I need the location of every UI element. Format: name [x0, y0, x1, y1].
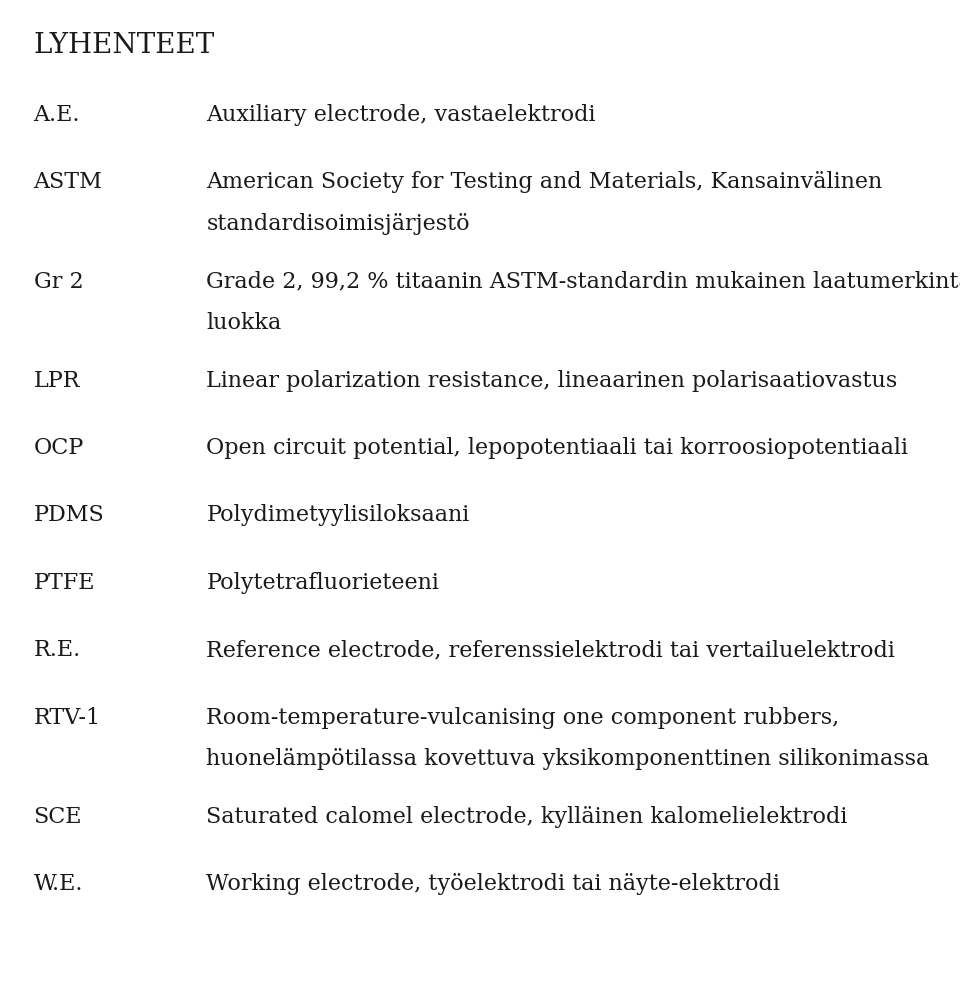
Text: PDMS: PDMS — [34, 504, 105, 526]
Text: PTFE: PTFE — [34, 572, 95, 594]
Text: W.E.: W.E. — [34, 873, 84, 895]
Text: A.E.: A.E. — [34, 104, 80, 126]
Text: OCP: OCP — [34, 437, 84, 459]
Text: Saturated calomel electrode, kylläinen kalomelielektrodi: Saturated calomel electrode, kylläinen k… — [206, 806, 848, 827]
Text: LYHENTEET: LYHENTEET — [34, 32, 215, 58]
Text: Reference electrode, referenssielektrodi tai vertailuelektrodi: Reference electrode, referenssielektrodi… — [206, 639, 896, 661]
Text: Open circuit potential, lepopotentiaali tai korroosiopotentiaali: Open circuit potential, lepopotentiaali … — [206, 437, 908, 459]
Text: Linear polarization resistance, lineaarinen polarisaatiovastus: Linear polarization resistance, lineaari… — [206, 370, 898, 391]
Text: Auxiliary electrode, vastaelektrodi: Auxiliary electrode, vastaelektrodi — [206, 104, 596, 126]
Text: huonelämpötilassa kovettuva yksikomponenttinen silikonimassa: huonelämpötilassa kovettuva yksikomponen… — [206, 748, 929, 770]
Text: R.E.: R.E. — [34, 639, 81, 661]
Text: Polytetrafluorieteeni: Polytetrafluorieteeni — [206, 572, 440, 594]
Text: standardisoimisjärjestö: standardisoimisjärjestö — [206, 213, 470, 235]
Text: Polydimetyylisiloksaani: Polydimetyylisiloksaani — [206, 504, 469, 526]
Text: RTV-1: RTV-1 — [34, 707, 101, 728]
Text: Working electrode, työelektrodi tai näyte-elektrodi: Working electrode, työelektrodi tai näyt… — [206, 873, 780, 895]
Text: American Society for Testing and Materials, Kansainvälinen: American Society for Testing and Materia… — [206, 171, 882, 193]
Text: LPR: LPR — [34, 370, 80, 391]
Text: SCE: SCE — [34, 806, 83, 827]
Text: ASTM: ASTM — [34, 171, 103, 193]
Text: Grade 2, 99,2 % titaanin ASTM-standardin mukainen laatumerkintä-: Grade 2, 99,2 % titaanin ASTM-standardin… — [206, 271, 960, 292]
Text: Room-temperature-vulcanising one component rubbers,: Room-temperature-vulcanising one compone… — [206, 707, 840, 728]
Text: Gr 2: Gr 2 — [34, 271, 84, 292]
Text: luokka: luokka — [206, 312, 281, 334]
